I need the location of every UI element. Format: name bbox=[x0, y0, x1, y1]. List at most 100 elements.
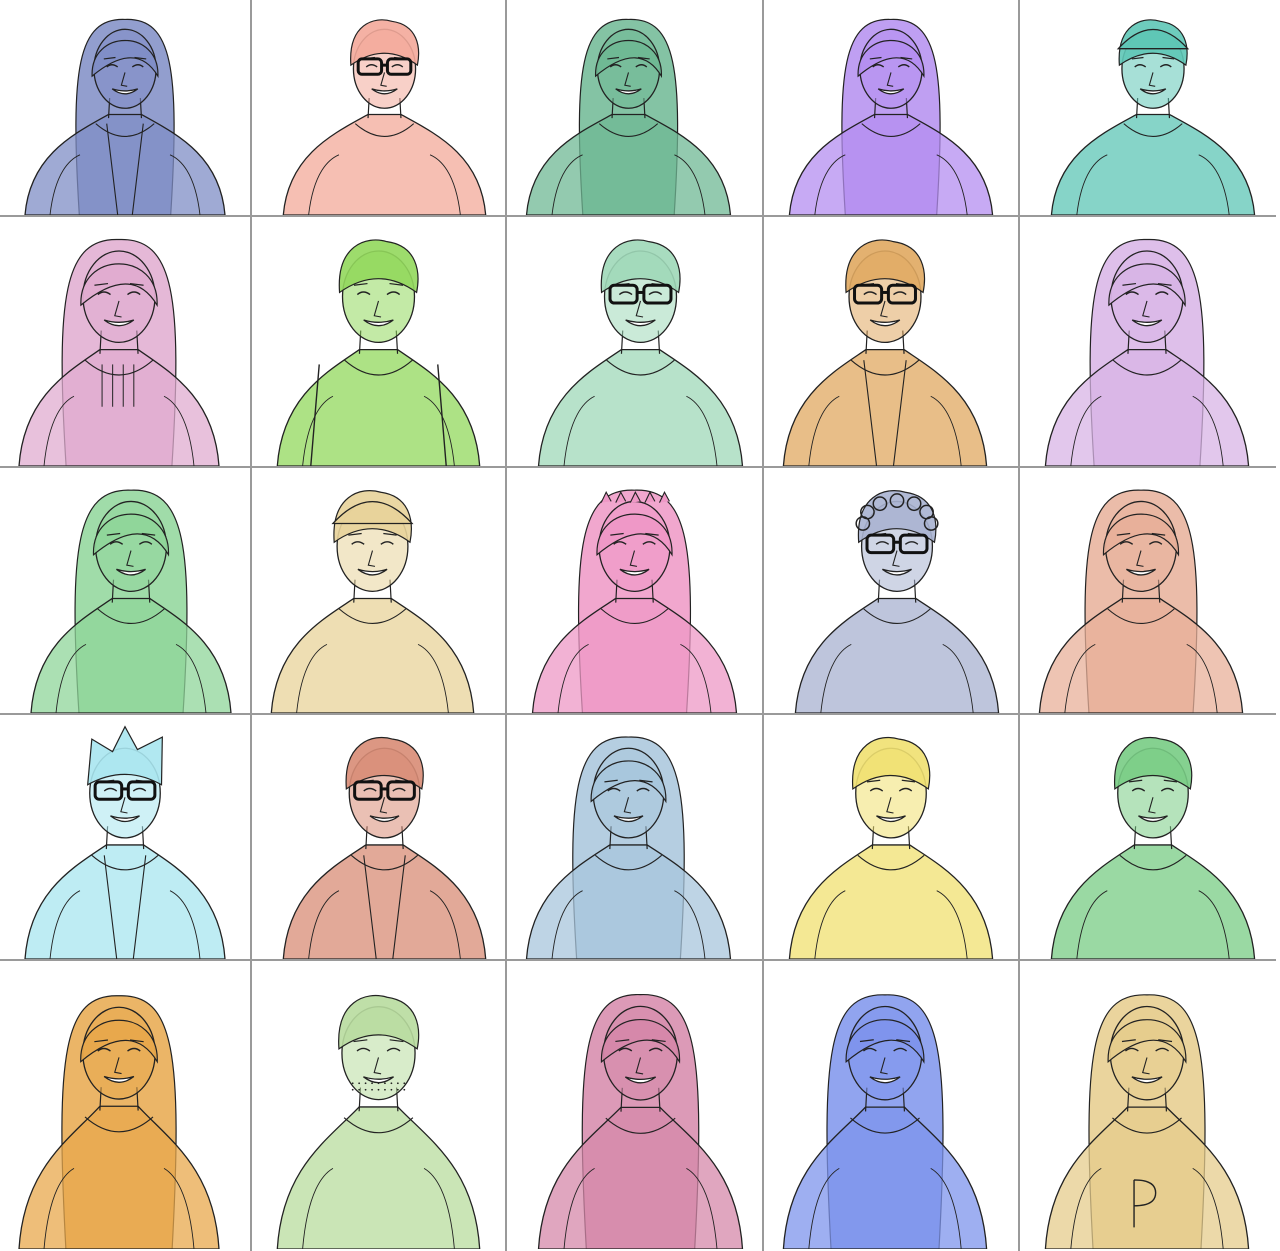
eyebrow-line bbox=[607, 56, 620, 60]
sketch-line bbox=[308, 890, 340, 959]
eye-line bbox=[869, 787, 884, 792]
collar-line bbox=[861, 123, 921, 137]
eyebrow-line bbox=[389, 282, 404, 286]
portrait-illustration bbox=[276, 994, 481, 1249]
eye-line bbox=[893, 1047, 908, 1052]
torso-shape bbox=[282, 844, 487, 959]
portrait-illustration bbox=[276, 239, 481, 466]
eyebrow-line bbox=[637, 56, 650, 60]
nose-line bbox=[886, 797, 894, 814]
collar-line bbox=[84, 359, 154, 376]
eyebrow-line bbox=[348, 532, 362, 536]
portrait-illustration bbox=[531, 489, 738, 713]
collar-line bbox=[600, 608, 669, 625]
portrait-22 bbox=[252, 961, 505, 1249]
portrait-illustration bbox=[537, 239, 744, 466]
nose-line bbox=[880, 300, 888, 318]
portrait-8 bbox=[507, 217, 762, 466]
eyebrow-line bbox=[94, 282, 109, 286]
portrait-illustration bbox=[18, 238, 220, 466]
smile-shape bbox=[116, 568, 146, 576]
beard-stipple bbox=[390, 1082, 393, 1085]
torso-shape bbox=[537, 1106, 744, 1249]
hood-spike bbox=[644, 491, 656, 503]
grid-divider-vertical bbox=[762, 0, 764, 1251]
eye-line bbox=[356, 291, 371, 296]
glasses-lens bbox=[93, 780, 124, 801]
eye-line bbox=[1134, 64, 1147, 68]
collar-line bbox=[598, 123, 659, 137]
eyebrow-line bbox=[1162, 56, 1175, 60]
sketch-line bbox=[936, 890, 968, 959]
eyebrow-line bbox=[1128, 779, 1143, 783]
eye-line bbox=[642, 541, 656, 545]
hood-spike bbox=[629, 491, 641, 503]
collar-line bbox=[605, 1117, 676, 1134]
eyebrow-line bbox=[866, 779, 881, 783]
collar-line bbox=[1112, 359, 1182, 376]
collar-line bbox=[84, 1116, 154, 1133]
eye-line bbox=[127, 1047, 141, 1052]
eye-line bbox=[103, 787, 118, 792]
sketch-line bbox=[163, 395, 195, 466]
sketch-line bbox=[296, 643, 328, 713]
collar-line bbox=[354, 123, 415, 137]
sketch-line bbox=[551, 154, 583, 215]
eye-line bbox=[609, 64, 622, 68]
smile-shape bbox=[1131, 1076, 1163, 1084]
eye-line bbox=[618, 291, 633, 296]
hair-curl bbox=[860, 504, 875, 520]
hair-curl bbox=[906, 496, 922, 512]
sketch-line bbox=[1070, 395, 1102, 466]
torso-shape bbox=[276, 1106, 481, 1249]
glasses-lens bbox=[642, 283, 673, 305]
nose-line bbox=[379, 797, 388, 814]
sketch-line bbox=[814, 154, 846, 215]
eyebrow-line bbox=[353, 1039, 368, 1043]
sketch-line bbox=[808, 395, 840, 466]
grid-divider-vertical bbox=[1018, 0, 1020, 1251]
portrait-illustration bbox=[1038, 489, 1244, 713]
sketch-line bbox=[423, 1167, 455, 1249]
collar-line bbox=[97, 608, 165, 625]
collar-line bbox=[857, 854, 925, 871]
sketch-line bbox=[563, 395, 595, 466]
sketch-line bbox=[936, 154, 968, 215]
nose-line bbox=[624, 72, 631, 87]
portrait-17 bbox=[252, 715, 505, 959]
sketch-line bbox=[930, 395, 962, 466]
portrait-15 bbox=[1020, 468, 1274, 713]
eyebrow-line bbox=[1121, 1039, 1136, 1043]
eye-line bbox=[1124, 1047, 1139, 1052]
portrait-2 bbox=[252, 0, 505, 215]
nose-line bbox=[629, 550, 638, 567]
sketch-line bbox=[686, 395, 718, 466]
eyebrow-line bbox=[1131, 56, 1144, 60]
smile-shape bbox=[363, 1076, 394, 1084]
sketch-line bbox=[175, 643, 207, 713]
eye-line bbox=[109, 541, 124, 545]
glasses-lens bbox=[353, 780, 383, 801]
glasses-lens bbox=[385, 57, 413, 76]
glasses-lens bbox=[608, 283, 639, 305]
eyebrow-line bbox=[129, 1039, 144, 1043]
eyebrow-line bbox=[141, 532, 156, 536]
sketch-line bbox=[43, 395, 75, 466]
smile-shape bbox=[869, 319, 901, 327]
eyebrow-line bbox=[610, 532, 624, 536]
torso-shape bbox=[531, 597, 738, 713]
collar-line bbox=[850, 1117, 920, 1134]
eye-line bbox=[872, 64, 885, 68]
portrait-5 bbox=[1020, 0, 1274, 215]
nose-line bbox=[1148, 72, 1156, 87]
hair-shape bbox=[1114, 736, 1193, 791]
eye-line bbox=[904, 541, 919, 545]
portrait-illustration bbox=[30, 489, 232, 713]
glasses-lens bbox=[356, 57, 384, 76]
portrait-13 bbox=[507, 468, 762, 713]
eye-line bbox=[648, 1047, 663, 1052]
sketch-line bbox=[429, 154, 461, 215]
hood-spike bbox=[615, 491, 627, 503]
nose-line bbox=[126, 550, 134, 567]
eye-line bbox=[392, 787, 406, 792]
